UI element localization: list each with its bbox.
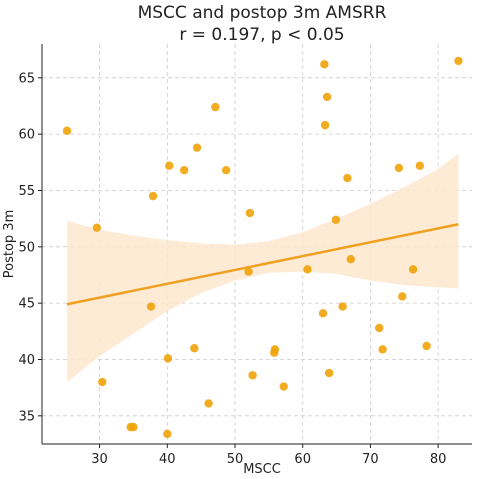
data-point <box>454 56 463 66</box>
data-point <box>415 161 425 170</box>
data-point <box>279 382 288 391</box>
chart-subtitle: r = 0.197, p < 0.05 <box>179 25 344 45</box>
y-axis-label: Postop 3m <box>2 210 17 278</box>
data-point <box>394 163 404 173</box>
y-tick-label: 45 <box>18 297 35 312</box>
data-point <box>270 345 280 354</box>
data-point <box>303 265 312 274</box>
data-point <box>163 429 172 439</box>
data-point <box>98 377 107 387</box>
data-point <box>375 323 384 333</box>
y-tick-label: 40 <box>18 353 35 368</box>
data-point <box>92 223 102 232</box>
data-point <box>331 215 341 224</box>
data-point <box>324 368 334 378</box>
data-point <box>221 165 231 175</box>
x-tick-label: 50 <box>227 452 244 467</box>
y-tick-label: 60 <box>18 128 35 143</box>
y-tick-label: 35 <box>18 409 35 424</box>
data-point <box>346 255 355 264</box>
data-point <box>320 60 329 69</box>
data-point <box>163 354 173 363</box>
data-point <box>165 161 174 170</box>
data-point <box>146 302 156 311</box>
data-point <box>338 302 347 311</box>
x-tick-label: 60 <box>294 452 311 467</box>
x-tick-label: 40 <box>159 452 176 467</box>
data-point <box>248 371 257 380</box>
x-axis-label: MSCC <box>243 462 281 477</box>
data-point <box>244 267 253 276</box>
confidence-band-area <box>67 153 459 382</box>
data-point <box>129 422 138 432</box>
y-tick-label: 65 <box>18 71 35 86</box>
y-tick-label: 50 <box>18 240 35 255</box>
chart-title: MSCC and postop 3m AMSRR <box>138 3 387 23</box>
data-point <box>378 345 387 354</box>
data-points <box>62 56 463 439</box>
x-tick-label: 80 <box>430 452 447 467</box>
data-point <box>211 102 220 112</box>
data-point <box>408 265 418 274</box>
y-tick-label: 55 <box>18 184 35 199</box>
axes <box>41 44 472 445</box>
data-point <box>192 143 202 152</box>
data-point <box>322 92 332 102</box>
data-point <box>318 309 328 318</box>
data-point <box>343 173 352 183</box>
data-point <box>62 126 72 135</box>
data-point <box>180 165 189 175</box>
data-point <box>148 191 158 201</box>
regression-line <box>66 223 459 306</box>
regression-line-group <box>66 223 459 306</box>
data-point <box>320 120 330 130</box>
x-tick-label: 70 <box>362 452 379 467</box>
confidence-band <box>67 153 459 382</box>
x-tick-label: 30 <box>91 452 108 467</box>
data-point <box>204 399 213 408</box>
tick-labels: 30 40 50 60 70 80 35 40 45 50 55 60 65 <box>18 71 446 467</box>
data-point <box>422 341 431 351</box>
data-point <box>398 292 407 301</box>
data-point <box>245 208 255 218</box>
data-point <box>190 344 199 353</box>
